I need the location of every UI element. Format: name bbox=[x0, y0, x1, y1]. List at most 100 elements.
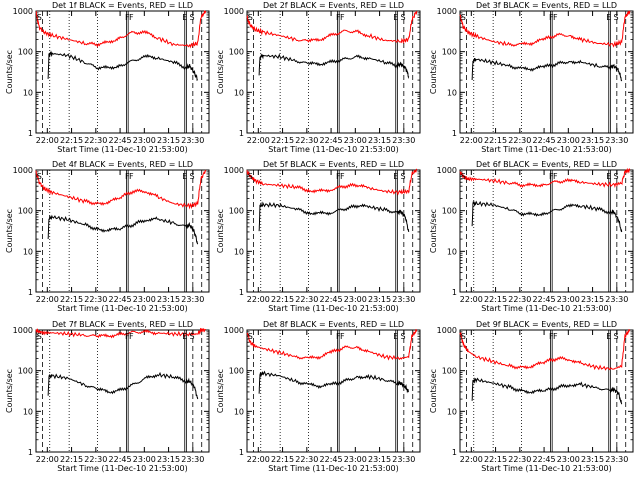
event-marker-label: S bbox=[189, 332, 194, 341]
y-tick-label: 100 bbox=[442, 207, 457, 216]
x-tick-label: 22:45 bbox=[533, 136, 556, 145]
x-tick-label: 22:00 bbox=[36, 136, 59, 145]
x-axis-label: Start Time (11-Dec-10 21:53:00) bbox=[57, 145, 188, 154]
event-marker-label: E bbox=[182, 172, 187, 181]
y-tick-label: 1 bbox=[452, 129, 457, 138]
plot-frame bbox=[459, 10, 634, 134]
event-marker-label: S bbox=[37, 13, 42, 22]
x-axis-label: Start Time (11-Dec-10 21:53:00) bbox=[481, 145, 612, 154]
x-tick-label: 22:00 bbox=[247, 455, 270, 464]
y-tick-label: 1000 bbox=[437, 326, 457, 335]
x-tick-label: 22:45 bbox=[109, 136, 132, 145]
x-axis-label: Start Time (11-Dec-10 21:53:00) bbox=[268, 464, 399, 473]
y-tick-label: 10 bbox=[234, 88, 244, 97]
y-tick-label: 100 bbox=[18, 48, 33, 57]
plot-frame bbox=[35, 329, 210, 453]
y-tick-label: 10 bbox=[447, 88, 457, 97]
chart-panel: Det 8f BLACK = Events, RED = LLD 1 10 100 10… bbox=[216, 320, 421, 473]
event-marker-label: S bbox=[248, 13, 253, 22]
event-marker-label: F bbox=[340, 13, 345, 22]
event-marker-label: F bbox=[553, 332, 558, 341]
plot-frame bbox=[246, 169, 421, 293]
y-tick-label: 1000 bbox=[224, 326, 244, 335]
series-line-red bbox=[246, 168, 418, 196]
x-tick-label: 22:45 bbox=[320, 295, 343, 304]
plot-frame bbox=[459, 329, 634, 453]
y-tick-label: 10 bbox=[23, 88, 33, 97]
x-tick-label: 23:00 bbox=[133, 136, 156, 145]
x-tick-label: 22:45 bbox=[533, 455, 556, 464]
event-marker-label: F bbox=[549, 332, 554, 341]
x-axis-label: Start Time (11-Dec-10 21:53:00) bbox=[268, 304, 399, 313]
chart-panel: Det 4f BLACK = Events, RED = LLD 1 10 100 10… bbox=[5, 160, 210, 313]
series-line-black bbox=[258, 370, 409, 394]
x-tick-label: 23:15 bbox=[157, 295, 180, 304]
y-tick-label: 10 bbox=[234, 247, 244, 256]
x-tick-label: 22:30 bbox=[508, 455, 531, 464]
x-axis-label: Start Time (11-Dec-10 21:53:00) bbox=[481, 464, 612, 473]
y-axis-label: Counts/sec bbox=[429, 50, 438, 94]
x-tick-label: 22:45 bbox=[533, 295, 556, 304]
event-marker-label: S bbox=[189, 172, 194, 181]
y-tick-label: 1 bbox=[239, 288, 244, 297]
y-tick-label: 1 bbox=[28, 448, 33, 457]
chart-panel: Det 7f BLACK = Events, RED = LLD 1 10 100 10… bbox=[5, 320, 210, 473]
y-axis-label: Counts/sec bbox=[429, 369, 438, 413]
y-tick-label: 100 bbox=[442, 48, 457, 57]
x-tick-label: 22:45 bbox=[109, 295, 132, 304]
x-tick-label: 23:15 bbox=[157, 455, 180, 464]
series-line-red bbox=[459, 10, 631, 48]
x-tick-label: 22:00 bbox=[460, 136, 483, 145]
x-tick-label: 22:30 bbox=[84, 455, 107, 464]
x-tick-label: 23:15 bbox=[368, 136, 391, 145]
y-tick-label: 1 bbox=[452, 288, 457, 297]
event-marker-label: F bbox=[549, 13, 554, 22]
series-line-red bbox=[459, 167, 631, 189]
event-marker-label: F bbox=[336, 13, 341, 22]
x-tick-label: 23:30 bbox=[605, 295, 628, 304]
x-tick-label: 23:15 bbox=[368, 455, 391, 464]
event-marker-label: E bbox=[182, 332, 187, 341]
series-line-black bbox=[258, 201, 410, 232]
chart-title: Det 1f BLACK = Events, RED = LLD bbox=[52, 1, 193, 10]
chart-title: Det 8f BLACK = Events, RED = LLD bbox=[263, 320, 404, 329]
chart-panel: Det 1f BLACK = Events, RED = LLD 1 10 100 10… bbox=[5, 1, 210, 154]
event-marker-label: S bbox=[37, 332, 42, 341]
event-marker-label: S bbox=[400, 13, 405, 22]
y-tick-label: 1000 bbox=[437, 166, 457, 175]
event-marker-label: S bbox=[400, 332, 405, 341]
x-axis-label: Start Time (11-Dec-10 21:53:00) bbox=[57, 464, 188, 473]
x-tick-label: 23:00 bbox=[344, 295, 367, 304]
y-tick-label: 1000 bbox=[224, 7, 244, 16]
x-tick-label: 22:45 bbox=[109, 455, 132, 464]
series-line-red bbox=[35, 169, 207, 210]
x-tick-label: 23:00 bbox=[133, 455, 156, 464]
event-marker-label: S bbox=[248, 172, 253, 181]
y-tick-label: 1000 bbox=[224, 166, 244, 175]
y-tick-label: 10 bbox=[23, 247, 33, 256]
event-marker-label: F bbox=[129, 13, 134, 22]
x-tick-label: 23:30 bbox=[181, 295, 204, 304]
x-tick-label: 23:30 bbox=[392, 455, 415, 464]
chart-panel: Det 5f BLACK = Events, RED = LLD 1 10 100 10… bbox=[216, 160, 421, 313]
series-line-black bbox=[47, 50, 198, 81]
series-line-black bbox=[47, 371, 199, 400]
x-tick-label: 23:00 bbox=[557, 455, 580, 464]
y-axis-label: Counts/sec bbox=[429, 209, 438, 253]
chart-title: Det 2f BLACK = Events, RED = LLD bbox=[263, 1, 404, 10]
event-marker-label: F bbox=[125, 332, 130, 341]
x-tick-label: 22:15 bbox=[484, 295, 507, 304]
chart-title: Det 4f BLACK = Events, RED = LLD bbox=[52, 160, 193, 169]
x-tick-label: 22:15 bbox=[484, 136, 507, 145]
x-tick-label: 23:15 bbox=[368, 295, 391, 304]
series-line-red bbox=[246, 10, 418, 45]
event-marker-label: F bbox=[129, 332, 134, 341]
x-tick-label: 23:00 bbox=[557, 136, 580, 145]
y-axis-label: Counts/sec bbox=[5, 50, 14, 94]
y-tick-label: 10 bbox=[234, 407, 244, 416]
x-tick-label: 22:30 bbox=[84, 295, 107, 304]
x-tick-label: 23:00 bbox=[557, 295, 580, 304]
event-marker-label: F bbox=[553, 13, 558, 22]
x-tick-label: 22:00 bbox=[247, 295, 270, 304]
event-marker-label: F bbox=[129, 172, 134, 181]
